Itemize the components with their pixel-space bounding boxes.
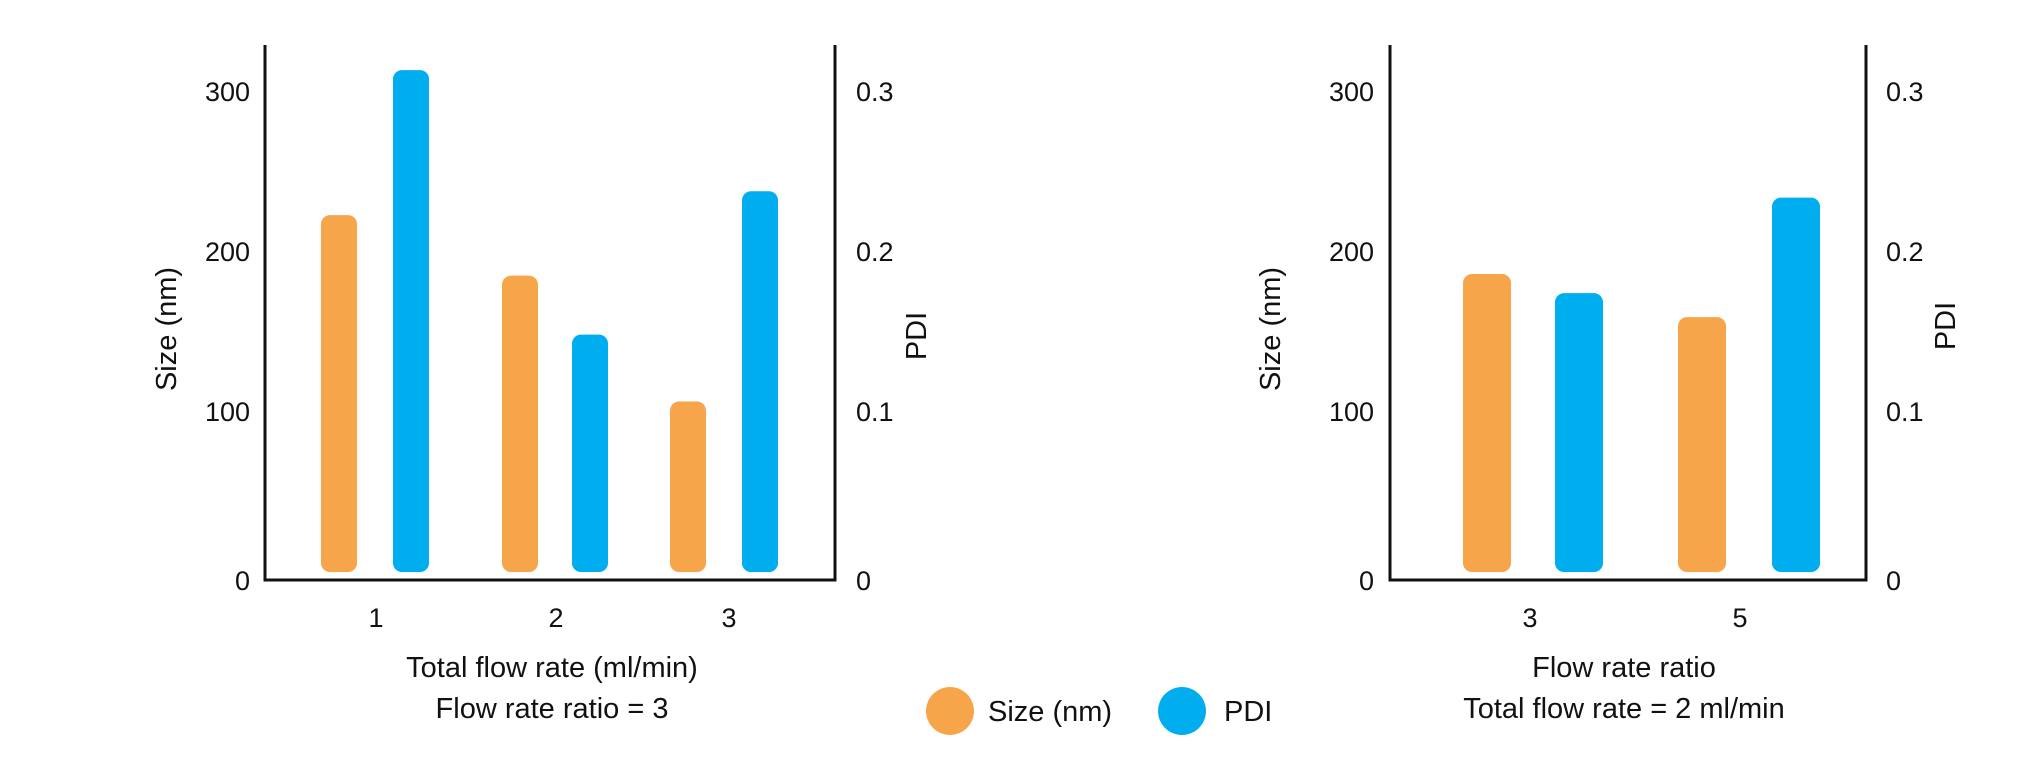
chart2-ytick-left: 100 [1329, 397, 1374, 427]
chart2-ytick-right: 0.1 [1886, 397, 1924, 427]
chart2-axes [1388, 45, 1868, 582]
chart-flow-rate: 0 100 200 300 0 0.1 0.2 0.3 1 2 3 Size (… [151, 45, 933, 725]
chart2-ytick-left: 300 [1329, 77, 1374, 107]
chart2-ytick-right: 0.2 [1886, 237, 1924, 267]
chart2-ylabel-left: Size (nm) [1255, 267, 1287, 391]
chart1-xlabel-condition: Flow rate ratio = 3 [436, 693, 669, 725]
chart-flow-rate-ratio: 0 100 200 300 0 0.1 0.2 0.3 3 5 Size (nm… [1255, 45, 1962, 725]
chart2-bars [1463, 197, 1820, 573]
chart1-bars [321, 70, 778, 573]
chart2-ytick-left: 200 [1329, 237, 1374, 267]
legend: Size (nm) PDI [926, 687, 1272, 735]
legend-label-size: Size (nm) [988, 696, 1112, 728]
legend-swatch-pdi [1158, 687, 1206, 735]
chart1-ytick-right: 0.2 [856, 237, 894, 267]
chart1-bar-size-2 [502, 275, 538, 572]
chart1-bar-pdi-2 [572, 334, 608, 572]
legend-label-pdi: PDI [1224, 696, 1272, 728]
chart1-ytick-right: 0 [856, 566, 871, 596]
chart1-xlabel: Total flow rate (ml/min) [406, 652, 698, 684]
chart1-xtick: 2 [548, 603, 563, 633]
chart2-ytick-right: 0.3 [1886, 77, 1924, 107]
chart2-bar-size-5 [1678, 317, 1726, 572]
chart1-xtick: 1 [368, 603, 383, 633]
chart2-ytick-left: 0 [1359, 566, 1374, 596]
chart2-xtick: 5 [1732, 603, 1747, 633]
chart2-xtick: 3 [1522, 603, 1537, 633]
chart2-bar-pdi-3 [1555, 293, 1603, 572]
chart1-bar-pdi-1 [393, 70, 429, 572]
chart1-ylabel-left: Size (nm) [151, 267, 183, 391]
chart1-ylabel-right: PDI [901, 312, 933, 360]
chart1-ytick-left: 100 [205, 397, 250, 427]
chart1-bar-pdi-3 [742, 191, 778, 572]
chart1-axes [263, 45, 837, 582]
chart1-xtick: 3 [721, 603, 736, 633]
chart2-bar-size-3 [1463, 274, 1511, 572]
legend-swatch-size [926, 687, 974, 735]
chart2-xlabel-condition: Total flow rate = 2 ml/min [1463, 693, 1785, 725]
chart1-ytick-right: 0.3 [856, 77, 894, 107]
chart1-ytick-right: 0.1 [856, 397, 894, 427]
chart1-ytick-left: 300 [205, 77, 250, 107]
chart2-ylabel-right: PDI [1930, 302, 1962, 350]
chart2-bar-pdi-5 [1772, 197, 1820, 573]
chart1-bar-size-3 [670, 401, 706, 572]
chart2-ytick-right: 0 [1886, 566, 1901, 596]
chart1-ytick-left: 200 [205, 237, 250, 267]
chart1-ytick-left: 0 [235, 566, 250, 596]
chart1-bar-size-1 [321, 215, 357, 573]
chart2-xlabel: Flow rate ratio [1532, 652, 1716, 684]
